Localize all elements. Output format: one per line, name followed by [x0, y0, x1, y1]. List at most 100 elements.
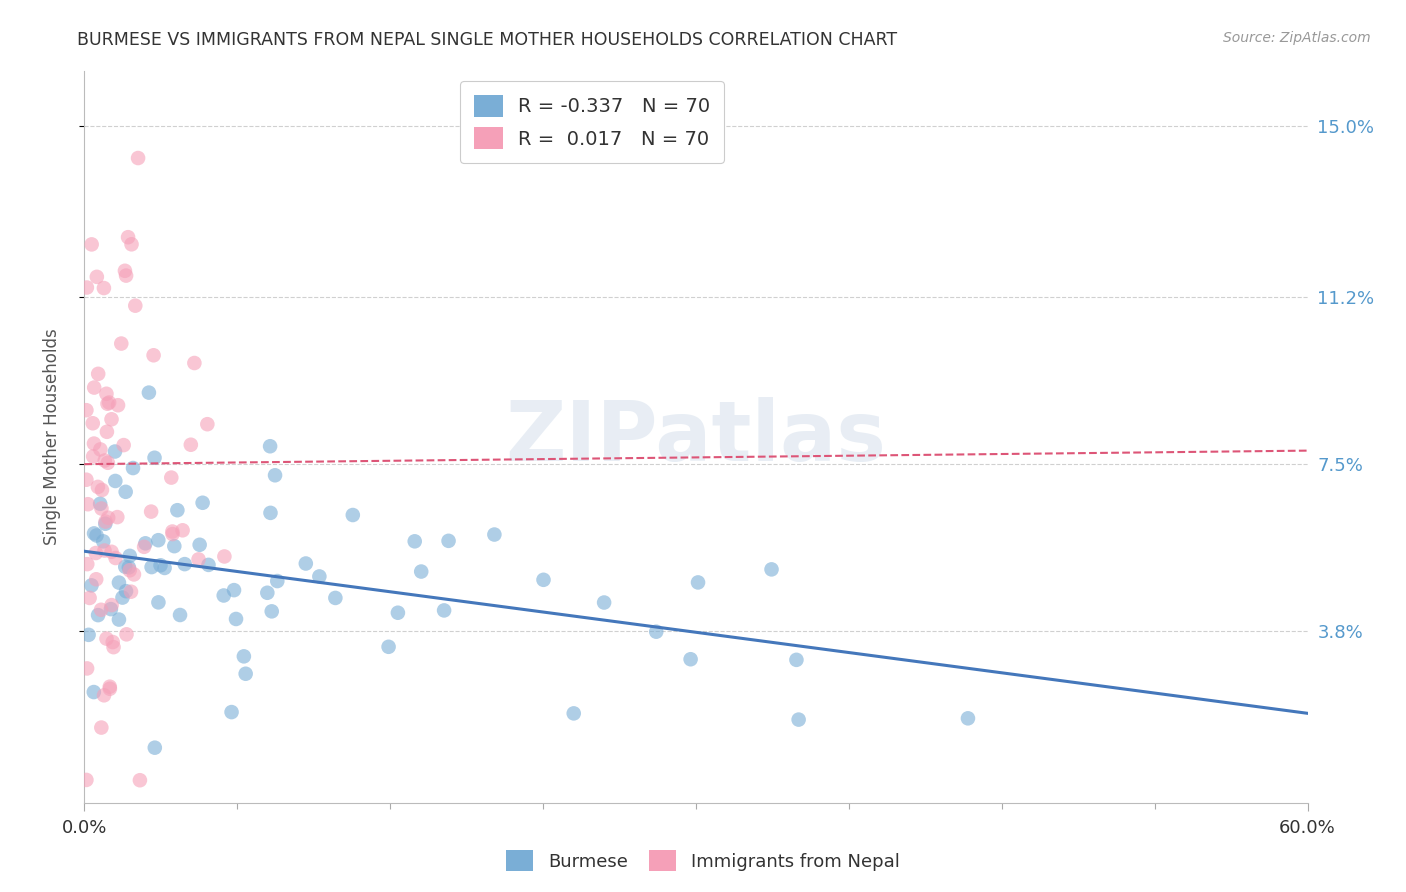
Point [222, 583, 245, 598]
Y-axis label: Single Mother Households: Single Mother Households [42, 329, 60, 545]
Point [191, 496, 214, 510]
Point [956, 711, 979, 725]
Point [149, 558, 172, 573]
Point [533, 573, 555, 587]
Point [259, 506, 281, 520]
Point [94, 515, 117, 529]
Point [212, 589, 235, 603]
Point [96, 397, 118, 411]
Point [98, 680, 121, 694]
Point [134, 536, 156, 550]
Point [404, 534, 426, 549]
Point [264, 468, 287, 483]
Point [118, 563, 141, 577]
Point [114, 559, 136, 574]
Point [593, 595, 616, 609]
Point [100, 602, 122, 616]
Point [111, 591, 134, 605]
Point [90, 721, 112, 735]
Point [173, 557, 195, 571]
Point [75, 772, 97, 787]
Point [83, 685, 105, 699]
Point [84, 546, 107, 560]
Point [266, 574, 288, 588]
Text: Source: ZipAtlas.com: Source: ZipAtlas.com [1223, 31, 1371, 45]
Point [83, 380, 105, 394]
Point [108, 613, 131, 627]
Point [148, 595, 170, 609]
Text: ZIPatlas: ZIPatlas [506, 397, 886, 477]
Point [104, 551, 127, 566]
Point [325, 591, 347, 605]
Point [387, 606, 409, 620]
Point [679, 652, 702, 666]
Point [221, 705, 243, 719]
Point [83, 436, 105, 450]
Point [89, 442, 111, 457]
Point [139, 505, 162, 519]
Point [188, 538, 211, 552]
Point [433, 603, 456, 617]
Point [97, 456, 120, 470]
Point [94, 453, 117, 467]
Point [110, 336, 132, 351]
Point [115, 268, 138, 283]
Point [235, 666, 257, 681]
Point [100, 598, 122, 612]
Point [162, 527, 184, 541]
Point [437, 533, 460, 548]
Point [112, 438, 135, 452]
Point [76, 557, 98, 571]
Point [256, 586, 278, 600]
Point [484, 527, 506, 541]
Point [83, 526, 105, 541]
Point [91, 483, 114, 497]
Point [122, 461, 145, 475]
Point [104, 474, 127, 488]
Point [103, 640, 125, 655]
Point [118, 560, 141, 574]
Point [93, 688, 115, 702]
Point [90, 603, 112, 617]
Point [127, 151, 149, 165]
Point [94, 516, 117, 531]
Point [93, 281, 115, 295]
Point [97, 510, 120, 524]
Point [169, 607, 191, 622]
Point [225, 612, 247, 626]
Point [108, 575, 131, 590]
Point [785, 653, 807, 667]
Point [100, 412, 122, 426]
Point [259, 439, 281, 453]
Point [107, 398, 129, 412]
Point [82, 417, 104, 431]
Point [162, 524, 184, 539]
Point [77, 628, 100, 642]
Point [104, 444, 127, 458]
Point [84, 572, 107, 586]
Point [87, 367, 110, 381]
Point [87, 480, 110, 494]
Point [75, 403, 97, 417]
Point [143, 450, 166, 465]
Point [105, 510, 128, 524]
Point [260, 604, 283, 618]
Point [163, 539, 186, 553]
Point [121, 237, 143, 252]
Point [89, 497, 111, 511]
Point [98, 395, 121, 409]
Legend: Burmese, Immigrants from Nepal: Burmese, Immigrants from Nepal [499, 843, 907, 879]
Point [295, 557, 318, 571]
Point [98, 681, 121, 696]
Point [100, 545, 122, 559]
Point [129, 773, 152, 788]
Point [114, 484, 136, 499]
Point [91, 534, 114, 549]
Point [79, 591, 101, 605]
Point [787, 713, 810, 727]
Point [232, 649, 254, 664]
Point [166, 503, 188, 517]
Point [86, 269, 108, 284]
Point [153, 561, 176, 575]
Point [148, 533, 170, 548]
